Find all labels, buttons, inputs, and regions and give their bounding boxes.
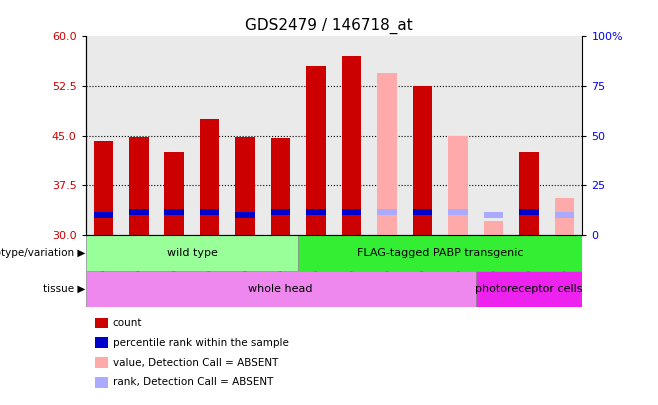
Bar bbox=[555, 212, 574, 218]
Bar bbox=[484, 222, 503, 234]
Bar bbox=[378, 73, 397, 234]
Bar bbox=[519, 209, 539, 215]
Bar bbox=[413, 86, 432, 234]
Text: count: count bbox=[113, 318, 142, 328]
Bar bbox=[342, 209, 361, 215]
Bar bbox=[200, 119, 220, 234]
Bar bbox=[129, 209, 149, 215]
Bar bbox=[236, 212, 255, 218]
Bar bbox=[192, 36, 228, 234]
Bar bbox=[95, 318, 108, 328]
Bar bbox=[157, 36, 192, 234]
Bar bbox=[440, 36, 476, 234]
Bar bbox=[476, 36, 511, 234]
Bar bbox=[86, 271, 476, 307]
Bar bbox=[555, 198, 574, 234]
Bar bbox=[95, 357, 108, 368]
Bar bbox=[476, 271, 582, 307]
Bar bbox=[342, 56, 361, 234]
Bar bbox=[413, 209, 432, 215]
Text: percentile rank within the sample: percentile rank within the sample bbox=[113, 338, 289, 348]
Bar bbox=[511, 36, 547, 234]
Bar bbox=[200, 209, 220, 215]
Text: FLAG-tagged PABP transgenic: FLAG-tagged PABP transgenic bbox=[357, 248, 524, 258]
Bar bbox=[95, 377, 108, 388]
Text: GDS2479 / 146718_at: GDS2479 / 146718_at bbox=[245, 18, 413, 34]
Bar bbox=[448, 136, 468, 234]
Bar bbox=[448, 209, 468, 215]
Text: tissue ▶: tissue ▶ bbox=[43, 284, 86, 294]
Text: wild type: wild type bbox=[166, 248, 217, 258]
Bar bbox=[378, 209, 397, 215]
Bar bbox=[164, 152, 184, 234]
Bar bbox=[164, 209, 184, 215]
Bar bbox=[334, 36, 369, 234]
Bar bbox=[271, 138, 290, 234]
Bar bbox=[236, 137, 255, 234]
Bar bbox=[95, 337, 108, 348]
Bar bbox=[121, 36, 157, 234]
Text: rank, Detection Call = ABSENT: rank, Detection Call = ABSENT bbox=[113, 377, 273, 388]
Bar bbox=[129, 137, 149, 234]
Bar bbox=[86, 234, 299, 271]
Text: whole head: whole head bbox=[249, 284, 313, 294]
Bar bbox=[93, 212, 113, 218]
Bar bbox=[86, 36, 121, 234]
Text: value, Detection Call = ABSENT: value, Detection Call = ABSENT bbox=[113, 358, 278, 368]
Bar bbox=[299, 36, 334, 234]
Bar bbox=[307, 209, 326, 215]
Text: genotype/variation ▶: genotype/variation ▶ bbox=[0, 248, 86, 258]
Bar bbox=[228, 36, 263, 234]
Bar bbox=[299, 234, 582, 271]
Bar bbox=[369, 36, 405, 234]
Text: photoreceptor cells: photoreceptor cells bbox=[475, 284, 583, 294]
Bar bbox=[263, 36, 299, 234]
Bar bbox=[307, 66, 326, 234]
Bar bbox=[93, 141, 113, 234]
Bar bbox=[405, 36, 440, 234]
Bar bbox=[271, 209, 290, 215]
Bar bbox=[547, 36, 582, 234]
Bar bbox=[484, 212, 503, 218]
Bar bbox=[519, 152, 539, 234]
